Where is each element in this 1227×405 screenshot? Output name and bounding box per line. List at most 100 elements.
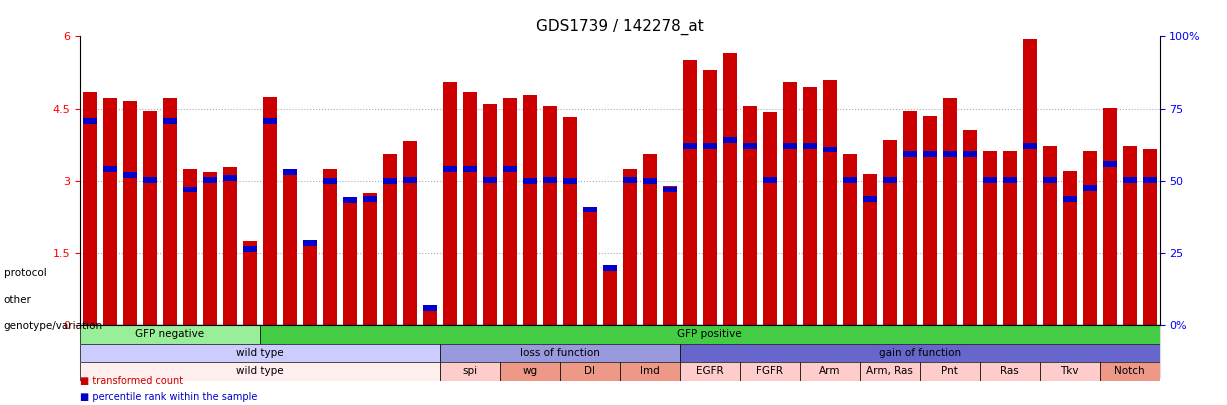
Bar: [223, 167, 237, 325]
Bar: [602, 267, 617, 325]
Bar: [1142, 177, 1157, 183]
Bar: [103, 98, 117, 325]
Bar: [443, 166, 456, 172]
Bar: [802, 87, 817, 325]
Bar: [962, 151, 977, 157]
FancyBboxPatch shape: [620, 362, 680, 381]
Bar: [583, 207, 596, 213]
Bar: [263, 96, 277, 325]
Text: wg: wg: [523, 367, 537, 376]
Bar: [863, 173, 876, 325]
Bar: [163, 118, 177, 124]
Bar: [882, 177, 897, 183]
Bar: [822, 147, 837, 152]
Text: protocol: protocol: [4, 269, 47, 278]
Bar: [123, 172, 136, 178]
Bar: [503, 166, 517, 172]
Bar: [1002, 177, 1016, 183]
Bar: [1142, 149, 1157, 325]
Bar: [703, 143, 717, 149]
Bar: [542, 177, 557, 183]
Bar: [663, 187, 676, 192]
FancyBboxPatch shape: [80, 325, 260, 343]
Bar: [223, 175, 237, 181]
Bar: [463, 166, 476, 172]
Bar: [863, 196, 876, 202]
Bar: [1043, 146, 1056, 325]
Bar: [923, 116, 936, 325]
Bar: [523, 95, 536, 325]
Bar: [1082, 185, 1097, 191]
Bar: [323, 169, 336, 325]
Text: FGFR: FGFR: [756, 367, 783, 376]
FancyBboxPatch shape: [740, 362, 800, 381]
Bar: [482, 177, 497, 183]
Bar: [183, 169, 196, 325]
FancyBboxPatch shape: [680, 362, 740, 381]
Bar: [1022, 39, 1037, 325]
Bar: [183, 187, 196, 192]
Text: GFP negative: GFP negative: [135, 329, 205, 339]
Bar: [682, 60, 697, 325]
Bar: [202, 172, 217, 325]
Text: lmd: lmd: [639, 367, 659, 376]
Bar: [363, 193, 377, 325]
FancyBboxPatch shape: [80, 343, 439, 362]
Bar: [303, 243, 317, 325]
Bar: [82, 92, 97, 325]
Text: Arm, Ras: Arm, Ras: [866, 367, 913, 376]
Bar: [1082, 151, 1097, 325]
FancyBboxPatch shape: [260, 325, 1160, 343]
Bar: [342, 200, 357, 325]
Bar: [123, 101, 136, 325]
Bar: [643, 154, 656, 325]
Bar: [783, 82, 796, 325]
Bar: [663, 185, 676, 325]
FancyBboxPatch shape: [499, 362, 560, 381]
Bar: [163, 98, 177, 325]
Bar: [622, 169, 637, 325]
Text: GFP positive: GFP positive: [677, 329, 742, 339]
FancyBboxPatch shape: [860, 362, 919, 381]
Title: GDS1739 / 142278_at: GDS1739 / 142278_at: [536, 19, 703, 35]
FancyBboxPatch shape: [1039, 362, 1099, 381]
Text: Ras: Ras: [1000, 367, 1018, 376]
Bar: [843, 177, 856, 183]
Bar: [142, 111, 157, 325]
FancyBboxPatch shape: [560, 362, 620, 381]
Bar: [1063, 171, 1076, 325]
Text: genotype/variation: genotype/variation: [4, 321, 103, 331]
Text: wild type: wild type: [236, 348, 283, 358]
FancyBboxPatch shape: [979, 362, 1039, 381]
Bar: [282, 169, 297, 175]
Bar: [1103, 161, 1117, 167]
Bar: [1103, 108, 1117, 325]
Bar: [503, 98, 517, 325]
Bar: [903, 111, 917, 325]
Text: wild type: wild type: [236, 367, 283, 376]
Bar: [1063, 196, 1076, 202]
FancyBboxPatch shape: [80, 362, 439, 381]
Bar: [443, 82, 456, 325]
Bar: [583, 210, 596, 325]
Bar: [843, 154, 856, 325]
Bar: [202, 177, 217, 183]
Text: EGFR: EGFR: [696, 367, 724, 376]
Bar: [962, 130, 977, 325]
Bar: [703, 70, 717, 325]
Text: Dl: Dl: [584, 367, 595, 376]
Bar: [142, 177, 157, 183]
Bar: [463, 92, 476, 325]
Bar: [383, 178, 396, 183]
Bar: [983, 151, 996, 325]
Bar: [263, 118, 277, 124]
Text: Pnt: Pnt: [941, 367, 958, 376]
Bar: [82, 118, 97, 124]
Text: spi: spi: [463, 367, 477, 376]
Bar: [602, 265, 617, 271]
Bar: [923, 151, 936, 157]
Bar: [682, 143, 697, 149]
FancyBboxPatch shape: [1099, 362, 1160, 381]
Bar: [342, 197, 357, 203]
Bar: [523, 178, 536, 183]
